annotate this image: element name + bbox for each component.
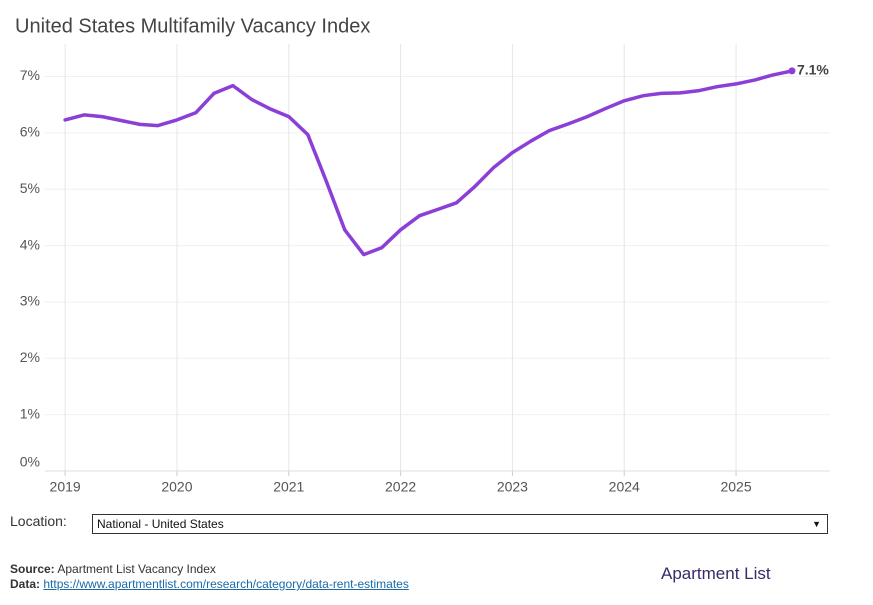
line — [63, 69, 794, 257]
source: Apartment List Vacancy Index — [57, 562, 216, 576]
x-tick-label: 2023 — [497, 479, 528, 495]
dropdown-arrow: ▼ — [812, 519, 821, 529]
y-tick-label: 4% — [20, 236, 40, 252]
x-tick-label: 2019 — [50, 479, 81, 495]
data-link[interactable]: https://www.apartmentlist.com/research/c… — [43, 577, 409, 591]
x-tick-label: 2022 — [385, 479, 416, 495]
logo: Apartment List — [661, 564, 771, 583]
x-tick-label: 2024 — [609, 479, 640, 495]
x-tick-label: 2025 — [720, 479, 751, 495]
chart: United States Multifamily Vacancy Index … — [15, 15, 830, 495]
y-tick-label: 5% — [20, 180, 40, 196]
location-value: National - United States — [97, 517, 224, 531]
y-tick-label: 7% — [20, 67, 40, 83]
data-label: Data: — [10, 577, 41, 591]
y-tick-label: 6% — [20, 124, 40, 140]
y-tick-label: 1% — [20, 405, 40, 421]
x-tick-label: 2021 — [273, 479, 304, 495]
y-tick-label: 2% — [20, 349, 40, 365]
y-tick-label: 0% — [20, 454, 40, 470]
x-tick-label: 2020 — [161, 479, 192, 495]
source-label: Source: — [10, 562, 55, 576]
data-label: 7.1% — [797, 62, 829, 78]
end-point — [788, 67, 796, 75]
footer: Source: Apartment List Vacancy Index Dat… — [10, 562, 409, 592]
location-dropdown[interactable]: National - United States ▼ — [92, 514, 828, 534]
location-label: Location: — [10, 513, 67, 529]
y-tick-label: 3% — [20, 293, 40, 309]
chart-title: United States Multifamily Vacancy Index — [15, 15, 370, 37]
